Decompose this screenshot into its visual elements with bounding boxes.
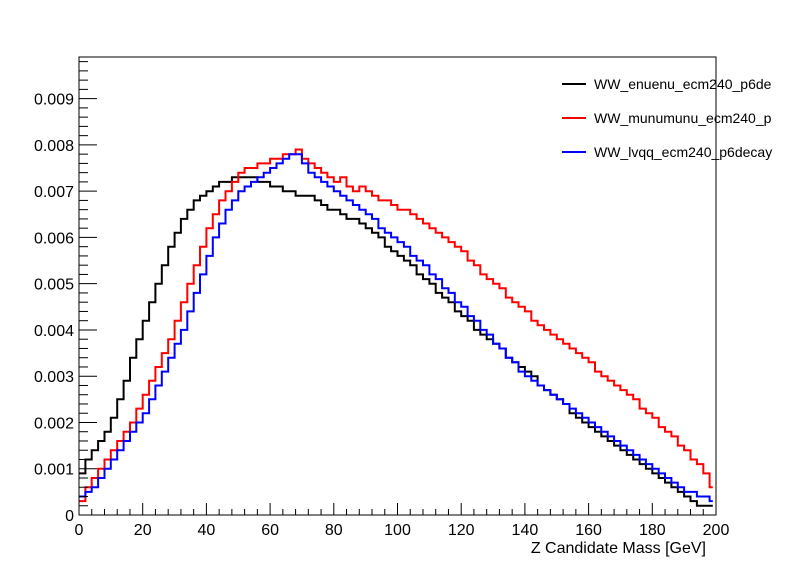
x-tick-label: 180 <box>639 522 666 539</box>
series-layer <box>79 148 713 507</box>
y-tick-label: 0.004 <box>34 323 74 340</box>
x-tick-label: 60 <box>261 522 279 539</box>
y-tick-label: 0.006 <box>34 230 74 247</box>
y-tick-label: 0.002 <box>34 415 74 432</box>
y-tick-label: 0.007 <box>34 184 74 201</box>
legend: WW_enuenu_ecm240_p6de WW_munumunu_ecm240_… <box>562 76 772 160</box>
x-tick-label: 80 <box>325 522 343 539</box>
series-line-3 <box>79 153 713 503</box>
x-tick-label: 200 <box>703 522 730 539</box>
x-tick-label: 40 <box>198 522 216 539</box>
x-tick-label: 20 <box>134 522 152 539</box>
series-line-1 <box>79 176 713 507</box>
y-tick-label: 0 <box>65 508 74 525</box>
x-tick-label: 0 <box>75 522 84 539</box>
series-line-2 <box>79 148 713 503</box>
legend-label-1: WW_enuenu_ecm240_p6de <box>594 76 772 92</box>
y-tick-label: 0.009 <box>34 92 74 109</box>
x-tick-label: 140 <box>512 522 539 539</box>
x-axis-title: Z Candidate Mass [GeV] <box>531 540 706 557</box>
x-axis: 0 20 40 60 80 100 120 140 160 180 200 <box>75 503 730 539</box>
legend-label-3: WW_lvqq_ecm240_p6decay <box>594 144 772 160</box>
x-tick-label: 160 <box>575 522 602 539</box>
y-tick-label: 0.001 <box>34 462 74 479</box>
y-axis: 0 0.001 0.002 0.003 0.004 0.005 0.006 0.007 0.00… <box>34 61 97 525</box>
y-tick-label: 0.008 <box>34 138 74 155</box>
legend-label-2: WW_munumunu_ecm240_p <box>594 110 772 126</box>
x-tick-label: 100 <box>384 522 411 539</box>
x-tick-label: 120 <box>448 522 475 539</box>
y-tick-label: 0.005 <box>34 277 74 294</box>
y-tick-label: 0.003 <box>34 369 74 386</box>
